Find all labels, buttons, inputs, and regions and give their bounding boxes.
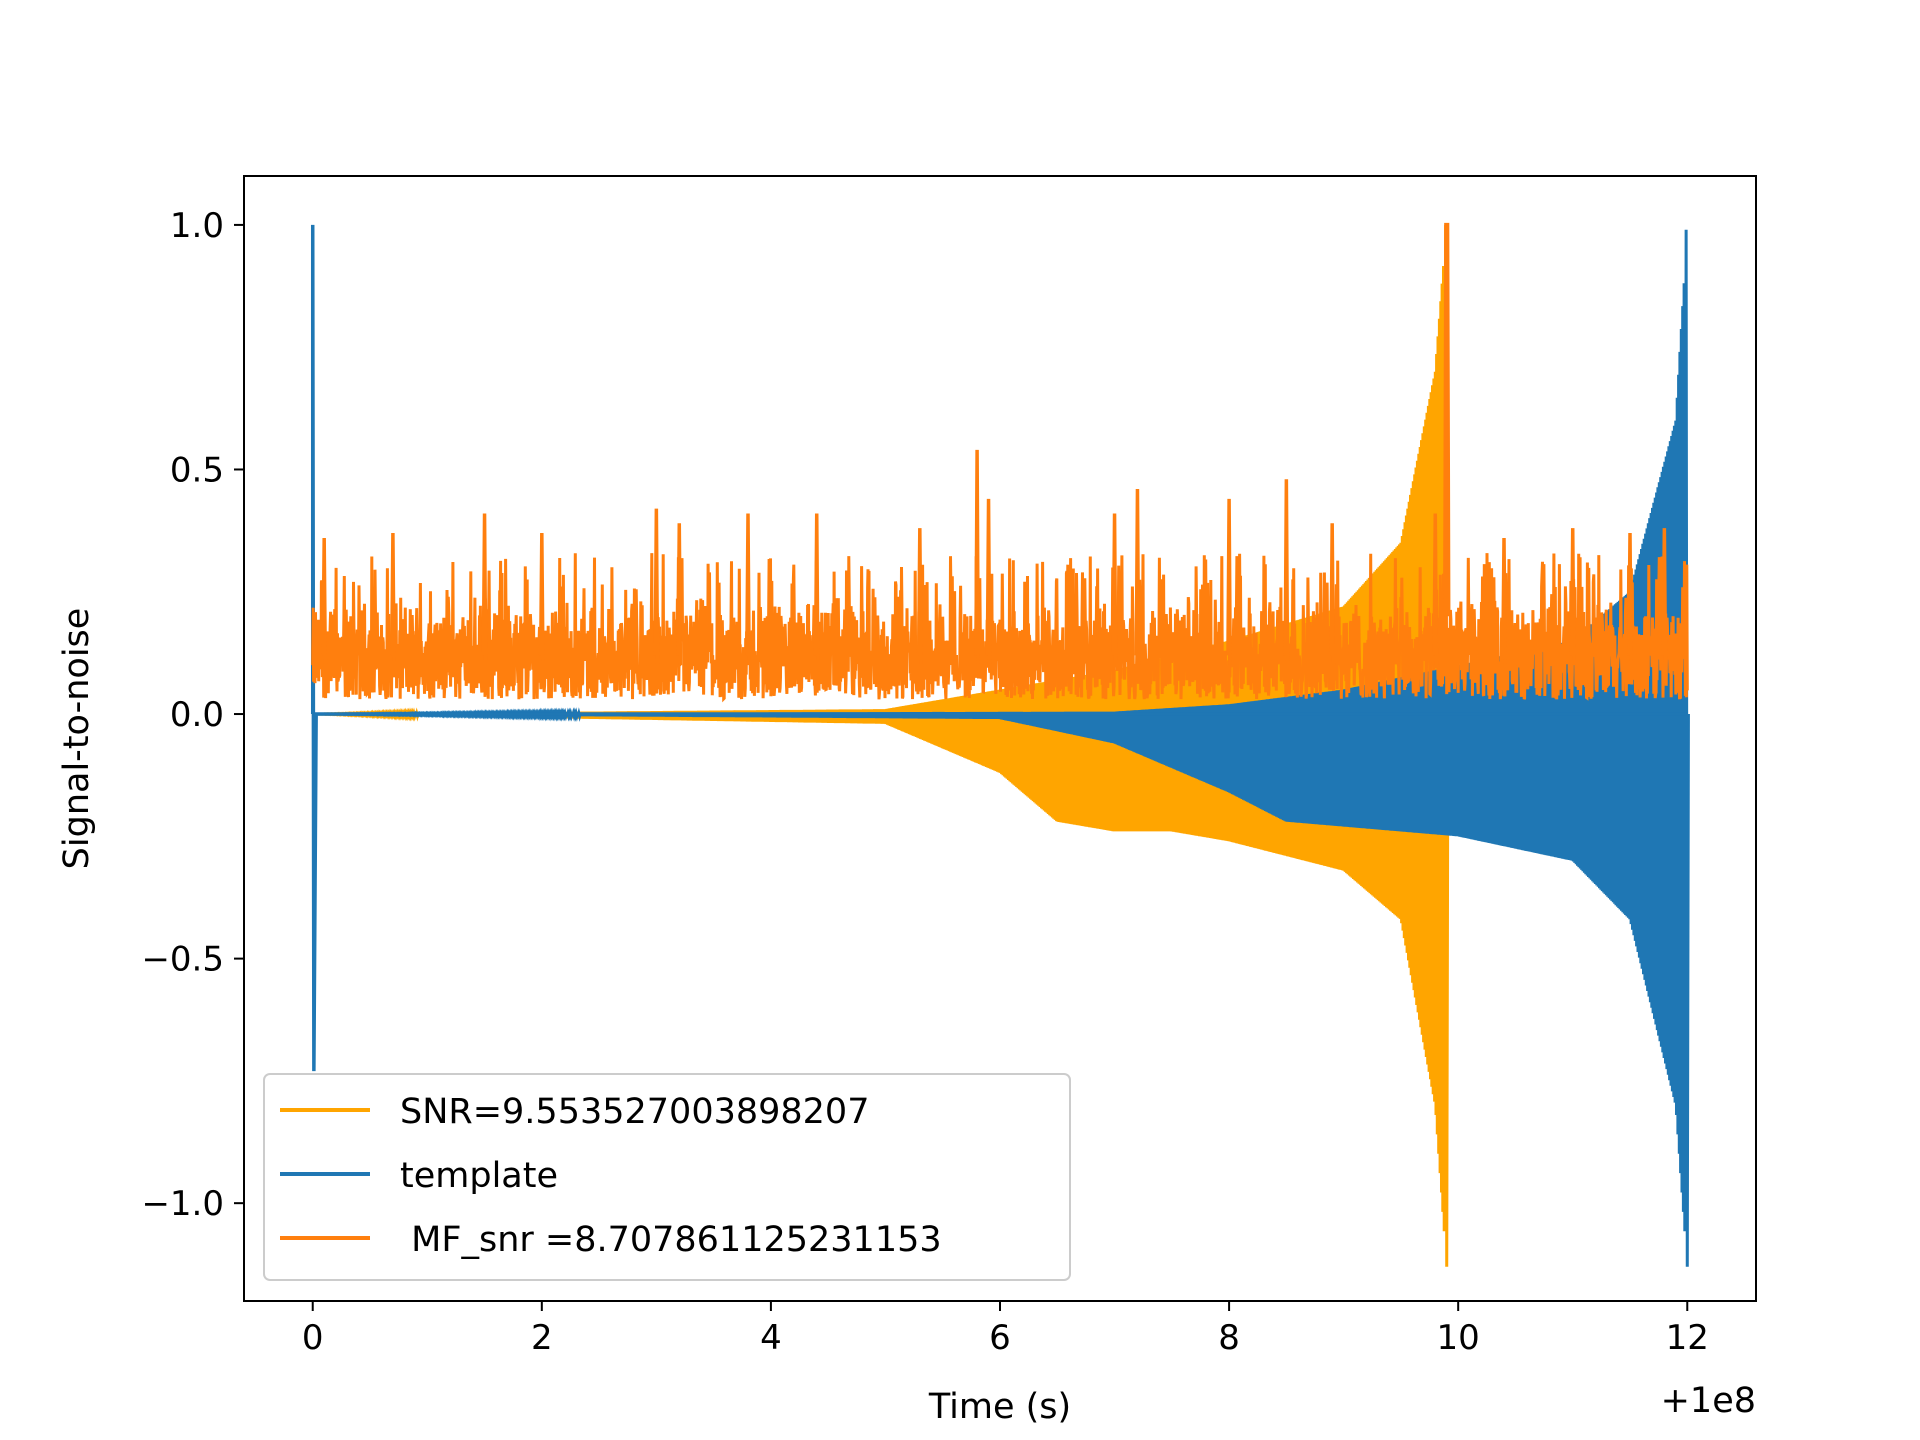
series-2-peak-11 [1111,513,1118,666]
series-2-peak-5 [676,523,683,666]
series-2-peak-10 [985,498,992,666]
x-tick-label-0: 0 [302,1318,324,1358]
series-2-peak-19 [1627,533,1633,666]
legend-box [263,1073,1071,1281]
series-2-peak-1 [390,533,396,666]
series-2-peak-14 [1283,479,1290,666]
series-2-peak-16 [1432,513,1439,666]
y-axis-label: Signal-to-noise [57,608,97,870]
y-tick-label-4: 1.0 [170,206,224,246]
legend-label-1: template [400,1156,558,1196]
series-2-peak-18 [1569,528,1576,666]
x-axis-ticks: 0 2 4 6 8 10 12 [302,1301,1709,1358]
series-2-peak-12 [1134,489,1141,666]
series-2-peak-17 [1501,537,1507,666]
series-2-spike [1443,222,1451,617]
x-tick-label-6: 12 [1666,1318,1709,1358]
series-2-peak-3 [538,533,545,666]
x-tick-label-5: 10 [1437,1318,1480,1358]
series-2-peak-4 [653,508,660,666]
series-2-peak-20 [1661,528,1668,666]
series-2-peak-9 [974,449,980,666]
legend-label-0: SNR=9.553527003898207 [400,1092,869,1132]
x-tick-label-2: 4 [760,1318,782,1358]
series-2-peak-8 [916,528,923,666]
x-tick-label-1: 2 [531,1318,553,1358]
series-2-peak-7 [813,513,820,666]
series-2-peak-15 [1329,523,1336,666]
y-axis-ticks: −1.0 −0.5 0.0 0.5 1.0 [141,206,244,1224]
x-axis-label: Time (s) [928,1387,1071,1427]
x-axis-offset-label: +1e8 [1661,1381,1756,1421]
series-2-peak-13 [1226,498,1232,666]
y-tick-label-0: −1.0 [141,1184,224,1224]
y-tick-label-3: 0.5 [170,450,224,490]
series-layer [310,222,1690,1267]
series-2-peak-2 [481,513,488,666]
y-tick-label-2: 0.0 [170,695,224,735]
series-2-peak-6 [745,513,751,666]
x-tick-label-3: 6 [989,1318,1011,1358]
legend-label-2: MF_snr =8.707861125231153 [400,1220,942,1260]
legend: SNR=9.553527003898207 template MF_snr =8.… [263,1073,1071,1281]
y-tick-label-1: −0.5 [141,940,224,980]
series-2-peak-0 [321,537,328,666]
series-2-line [311,222,1689,703]
x-tick-label-4: 8 [1218,1318,1240,1358]
